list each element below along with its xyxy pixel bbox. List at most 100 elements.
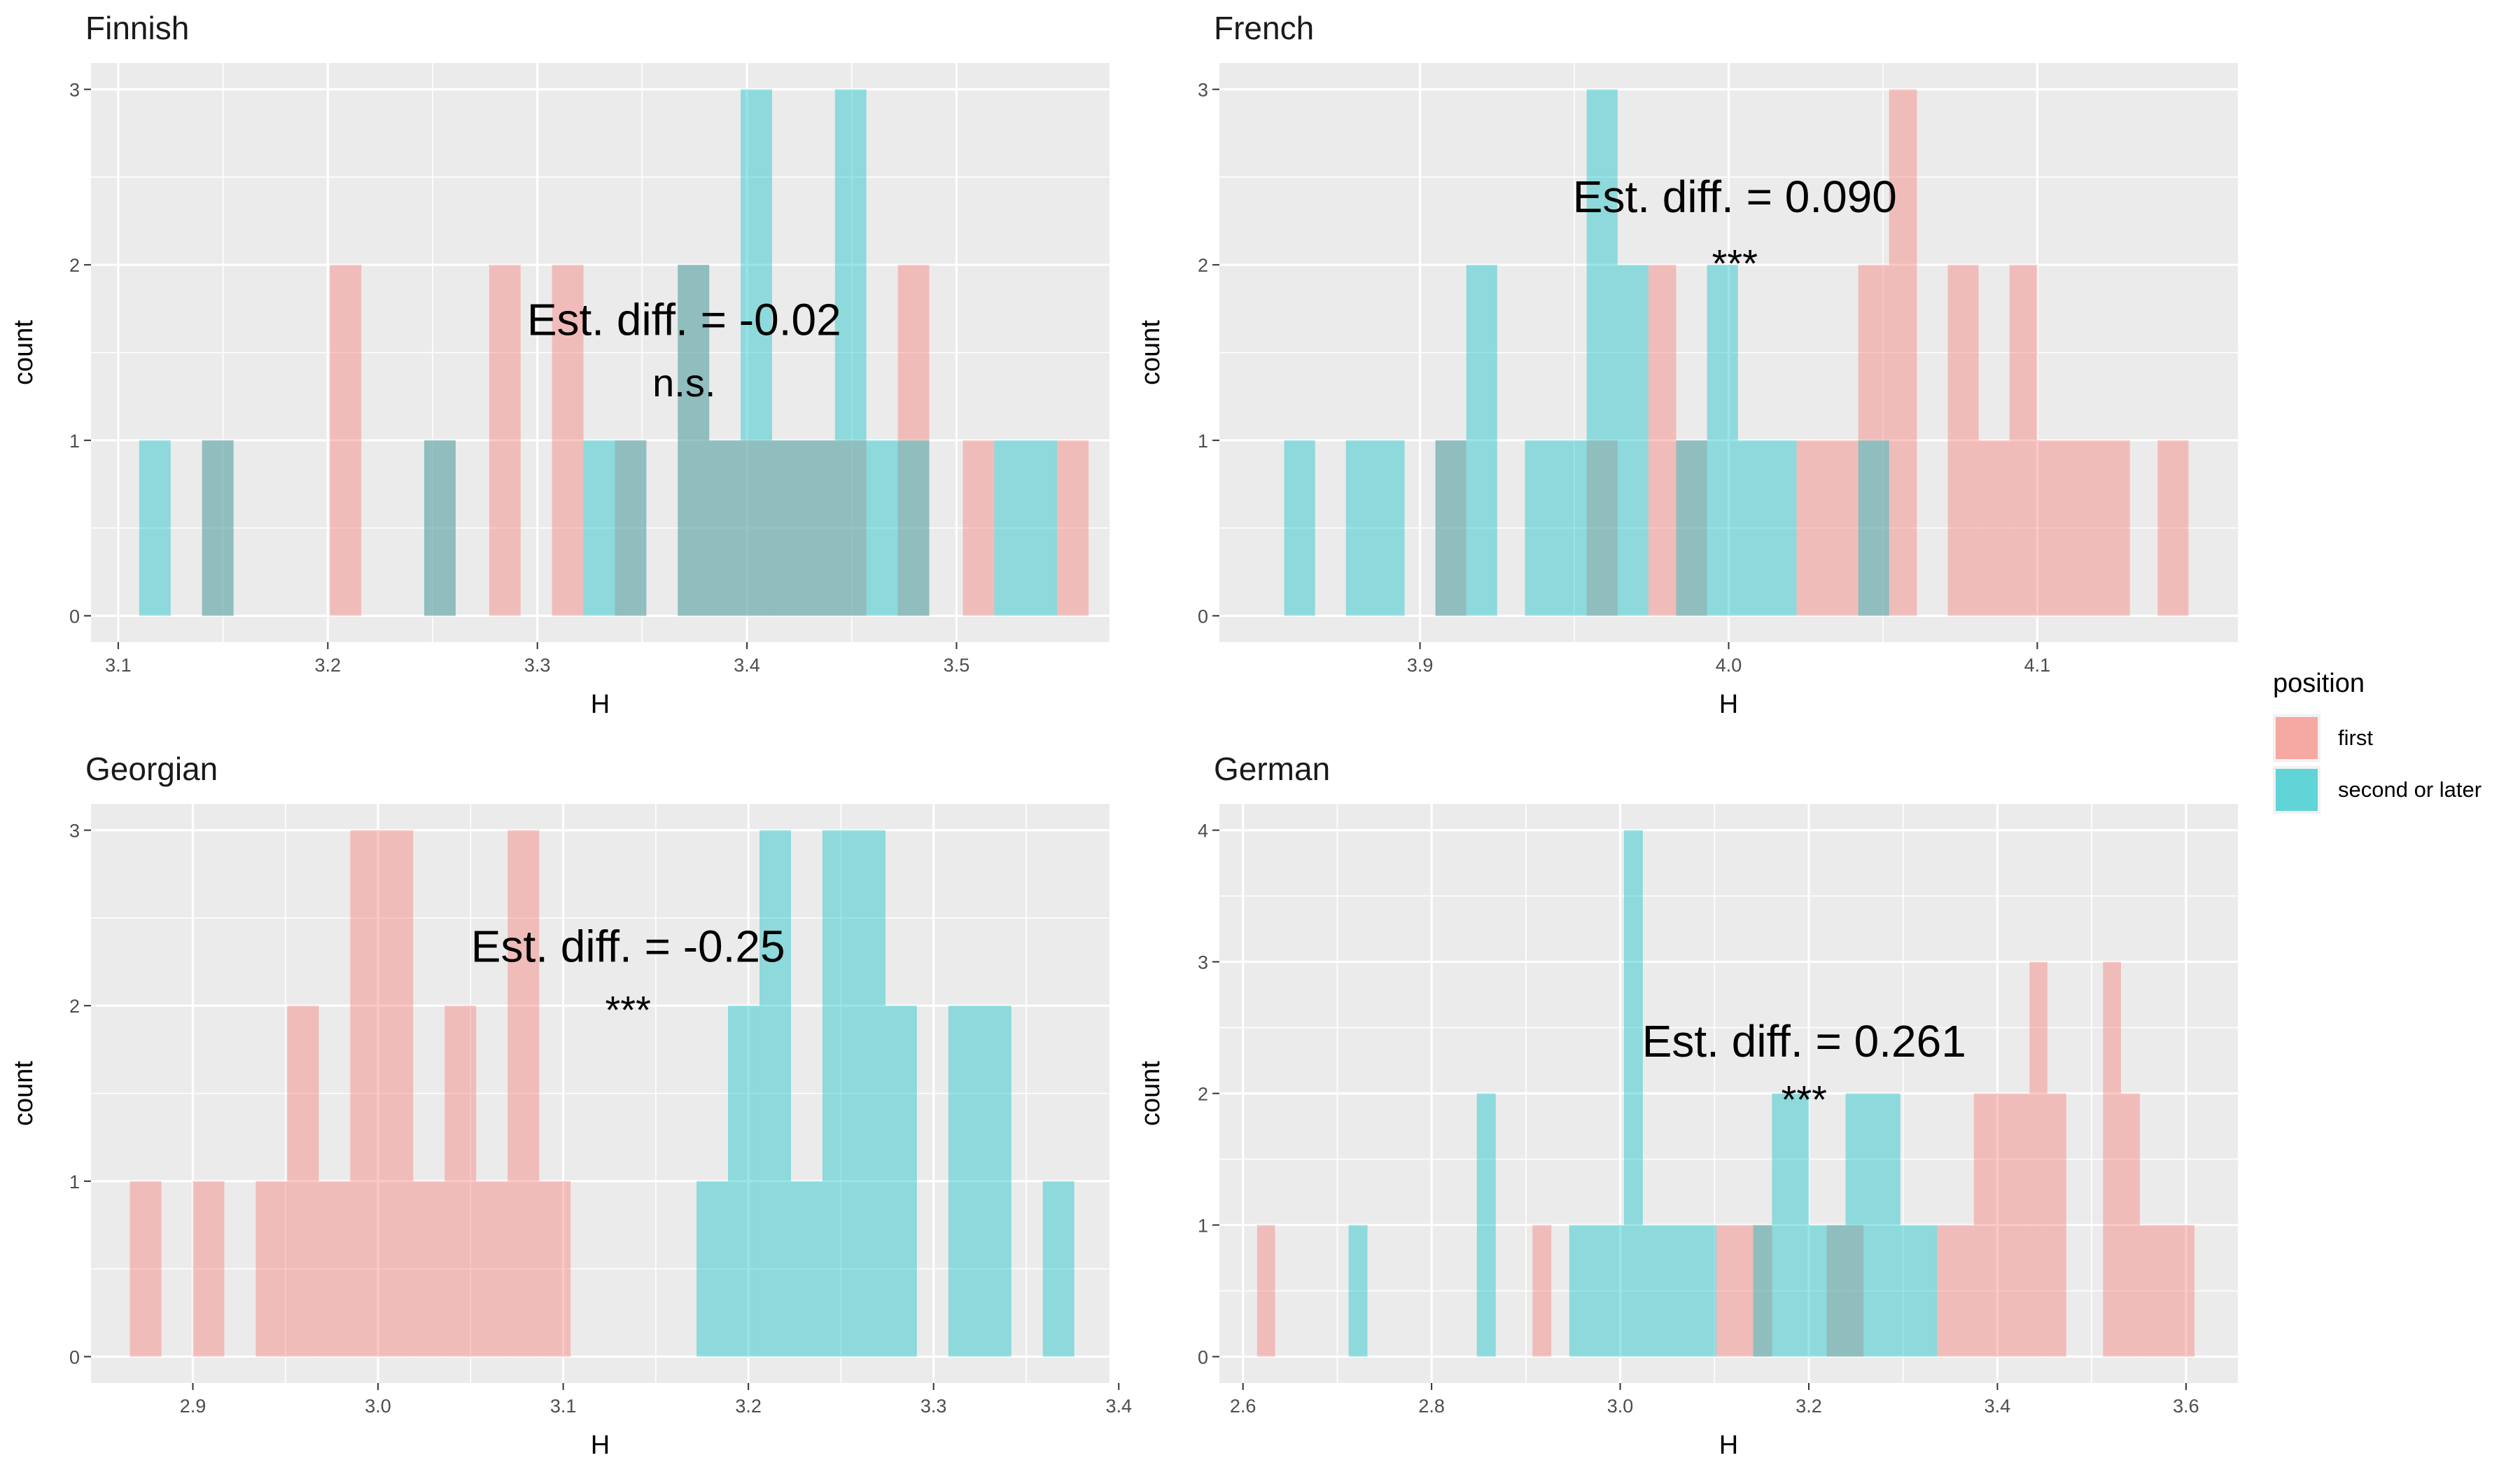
panel-title: German (1214, 751, 1330, 787)
histogram-bar (678, 265, 710, 616)
histogram-bar (1586, 440, 1618, 616)
histogram-bar (583, 440, 615, 616)
series-first (130, 830, 571, 1357)
legend-item-label: second or later (2338, 777, 2482, 802)
histogram-bar (2068, 440, 2130, 616)
histogram-bar (1617, 265, 1648, 616)
y-tick-label: 4 (1198, 821, 1208, 842)
histogram-bar (476, 1181, 508, 1357)
x-tick-label: 2.8 (1418, 1396, 1445, 1417)
y-tick-label: 0 (1198, 606, 1208, 627)
y-tick-label: 1 (69, 1171, 80, 1193)
series-second-or-later (1284, 89, 1889, 616)
histogram-bar (2157, 440, 2189, 616)
y-tick-label: 0 (69, 1347, 80, 1368)
histogram-bar (1676, 440, 1707, 616)
histogram-bar (1525, 440, 1587, 616)
histogram-bar (1858, 265, 1889, 616)
x-axis-label: H (591, 690, 610, 719)
significance-annotation: *** (605, 987, 650, 1031)
x-tick-label: 3.1 (105, 655, 132, 676)
histogram-bar (2103, 961, 2121, 1357)
estimate-annotation: Est. diff. = 0.261 (1642, 1016, 1966, 1066)
x-tick-label: 3.2 (1795, 1396, 1822, 1417)
histogram-bar (1978, 440, 2010, 616)
histogram-bar (255, 1181, 288, 1357)
histogram-bar (507, 830, 540, 1357)
x-tick-label: 3.2 (735, 1396, 762, 1417)
panel-title: Georgian (85, 751, 218, 787)
series-second-or-later (696, 830, 1074, 1357)
histogram-bar (424, 440, 456, 616)
histogram-bar (728, 1006, 760, 1357)
histogram-bar (1476, 1093, 1496, 1357)
panel-title: Finnish (85, 10, 189, 46)
x-axis-label: H (1719, 690, 1738, 719)
histogram-bar (822, 830, 886, 1357)
histogram-bar (202, 440, 234, 616)
legend-key-swatch (2276, 769, 2318, 811)
histogram-bar (1345, 440, 1405, 616)
histogram-bar (1716, 1225, 1772, 1357)
histogram-bar (1648, 265, 1676, 616)
histogram-bar (760, 830, 791, 1357)
histogram-bar (1466, 265, 1497, 616)
histogram-bar (1796, 440, 1858, 616)
legend: position first second or later (2273, 669, 2482, 814)
x-tick-label: 4.0 (1716, 655, 1742, 676)
histogram-bar (1642, 1225, 1716, 1357)
histogram-bar (1937, 1225, 1974, 1357)
y-tick-label: 3 (1198, 952, 1208, 973)
y-tick-label: 1 (1198, 1215, 1208, 1236)
histogram-bar (1042, 1181, 1074, 1357)
y-tick-label: 2 (1198, 1084, 1208, 1105)
histogram-bar (202, 440, 234, 616)
histogram-bar (1809, 1225, 1846, 1357)
significance-annotation: n.s. (652, 361, 715, 405)
histogram-bar (2139, 1225, 2195, 1357)
histogram-bar (897, 265, 930, 616)
histogram-bar (1753, 1225, 1772, 1357)
y-tick-label: 3 (69, 80, 80, 101)
histogram-bar (287, 1006, 319, 1357)
y-tick-label: 1 (1198, 431, 1208, 452)
histogram-bar (1737, 440, 1797, 616)
histogram-bar (834, 89, 867, 616)
histogram-bar (1973, 1093, 2030, 1357)
histogram-bar (1623, 830, 1643, 1357)
y-axis-label: count (1136, 320, 1166, 385)
histogram-bar (2047, 1093, 2066, 1357)
y-axis-label: count (9, 320, 38, 385)
x-tick-label: 3.4 (1984, 1396, 2011, 1417)
histogram-bar (424, 440, 456, 616)
x-tick-label: 3.2 (315, 655, 342, 676)
histogram-bar (139, 440, 171, 616)
y-tick-label: 3 (1198, 80, 1208, 101)
histogram-bar (709, 440, 867, 616)
y-tick-label: 2 (69, 255, 80, 276)
histogram-bar (1900, 1225, 1938, 1357)
histogram-bar (539, 1181, 571, 1357)
histogram-bar (1284, 440, 1315, 616)
series-second-or-later (139, 89, 1058, 616)
histogram-bar (1435, 440, 1466, 616)
y-tick-label: 2 (69, 996, 80, 1017)
histogram-bar (696, 1181, 729, 1357)
histogram-bar (1858, 440, 1889, 616)
series-first (1435, 89, 2189, 616)
x-tick-label: 3.5 (944, 655, 970, 676)
histogram-bar (2009, 265, 2038, 616)
histogram-bar (1256, 1225, 1275, 1357)
histogram-bar (1348, 1225, 1368, 1357)
histogram-bar (771, 440, 835, 616)
histogram-bar (350, 830, 414, 1357)
histogram-bar (2037, 440, 2068, 616)
histogram-bar (1057, 440, 1089, 616)
x-tick-label: 4.1 (2024, 655, 2051, 676)
histogram-bar (2120, 1093, 2140, 1357)
x-tick-label: 3.0 (1607, 1396, 1634, 1417)
histogram-bar (885, 1006, 917, 1357)
